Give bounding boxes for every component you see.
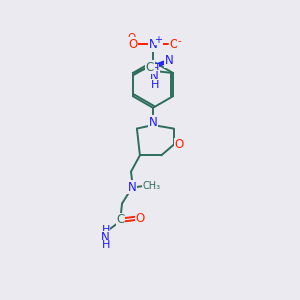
Text: O: O (170, 38, 179, 51)
Text: O: O (127, 38, 136, 51)
Text: N: N (148, 38, 157, 51)
Text: -: - (178, 37, 181, 46)
Text: C: C (146, 61, 154, 74)
Text: H: H (150, 64, 159, 74)
Text: CH₃: CH₃ (143, 181, 161, 191)
Text: O: O (135, 212, 145, 225)
Text: O: O (128, 38, 137, 51)
Text: H: H (101, 225, 110, 235)
Text: N: N (165, 54, 173, 67)
Text: O: O (175, 138, 184, 151)
Text: H: H (101, 240, 110, 250)
Text: C: C (116, 213, 125, 226)
Text: +: + (154, 35, 162, 45)
Text: H: H (150, 80, 159, 90)
Text: N: N (150, 70, 159, 83)
Text: N: N (101, 231, 110, 244)
Text: N: N (148, 116, 157, 129)
Text: N: N (128, 181, 137, 194)
Text: O: O (128, 33, 136, 43)
